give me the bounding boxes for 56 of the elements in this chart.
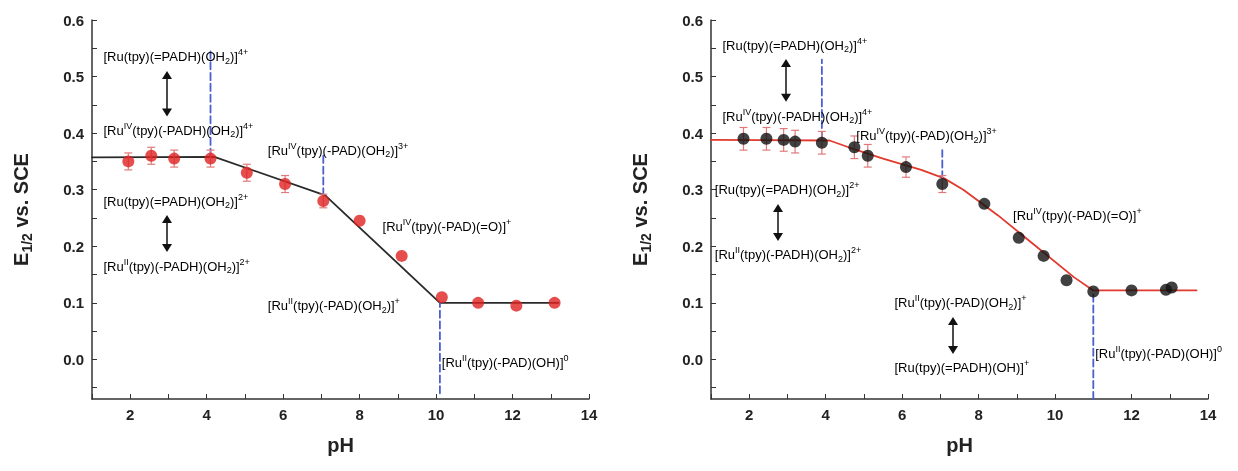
x-tick-label: 6 <box>897 406 907 423</box>
point <box>1087 285 1100 298</box>
x-tick-label: 2 <box>745 406 754 423</box>
x-axis-title: pH <box>327 434 354 456</box>
x-axis-title: pH <box>946 434 973 456</box>
point <box>1165 281 1178 294</box>
point <box>435 291 448 304</box>
point <box>777 133 790 146</box>
point <box>936 178 949 191</box>
point <box>978 197 991 210</box>
y-tick-label: 0.5 <box>63 68 84 86</box>
x-tick-label: 6 <box>278 406 288 423</box>
x-tick-label: 10 <box>1046 406 1064 423</box>
point <box>861 149 874 162</box>
point <box>1012 231 1025 244</box>
y-tick-label: 0.1 <box>63 294 84 312</box>
point <box>1125 284 1138 297</box>
y-axis-title: E1/2 vs. SCE <box>10 153 35 266</box>
point <box>815 136 828 149</box>
x-tick-label: 12 <box>1123 406 1140 423</box>
annotation: [Ru(tpy)(=PADH)(OH)]+ <box>894 358 1030 376</box>
point <box>395 249 408 262</box>
point <box>760 132 773 145</box>
point <box>548 296 561 309</box>
x-tick-label: 12 <box>504 406 521 423</box>
x-tick-label: 4 <box>821 406 831 423</box>
y-tick-label: 0.6 <box>682 11 703 29</box>
point <box>1037 249 1050 262</box>
point <box>510 299 523 312</box>
x-tick-label: 8 <box>974 406 983 423</box>
point <box>1060 274 1073 287</box>
point <box>472 296 485 309</box>
point <box>353 214 366 227</box>
y-tick-label: 0.0 <box>63 350 84 368</box>
y-tick-label: 0.0 <box>682 350 703 368</box>
y-tick-label: 0.4 <box>682 124 704 142</box>
point <box>279 178 292 191</box>
y-tick-label: 0.2 <box>63 237 84 255</box>
point <box>789 135 802 148</box>
y-tick-label: 0.3 <box>63 181 84 199</box>
y-tick-label: 0.4 <box>63 124 85 142</box>
y-axis-title: E1/2 vs. SCE <box>629 153 654 266</box>
x-tick-label: 14 <box>1199 406 1217 423</box>
y-tick-label: 0.2 <box>682 237 703 255</box>
x-tick-label: 8 <box>355 406 364 423</box>
point <box>899 161 912 174</box>
x-tick-label: 4 <box>202 406 212 423</box>
x-tick-label: 10 <box>427 406 445 423</box>
x-tick-label: 2 <box>126 406 135 423</box>
y-tick-label: 0.6 <box>63 11 84 29</box>
y-tick-label: 0.1 <box>682 294 703 312</box>
y-tick-label: 0.3 <box>682 181 703 199</box>
point <box>848 141 861 154</box>
x-tick-label: 14 <box>580 406 598 423</box>
y-tick-label: 0.5 <box>682 68 703 86</box>
point <box>737 132 750 145</box>
